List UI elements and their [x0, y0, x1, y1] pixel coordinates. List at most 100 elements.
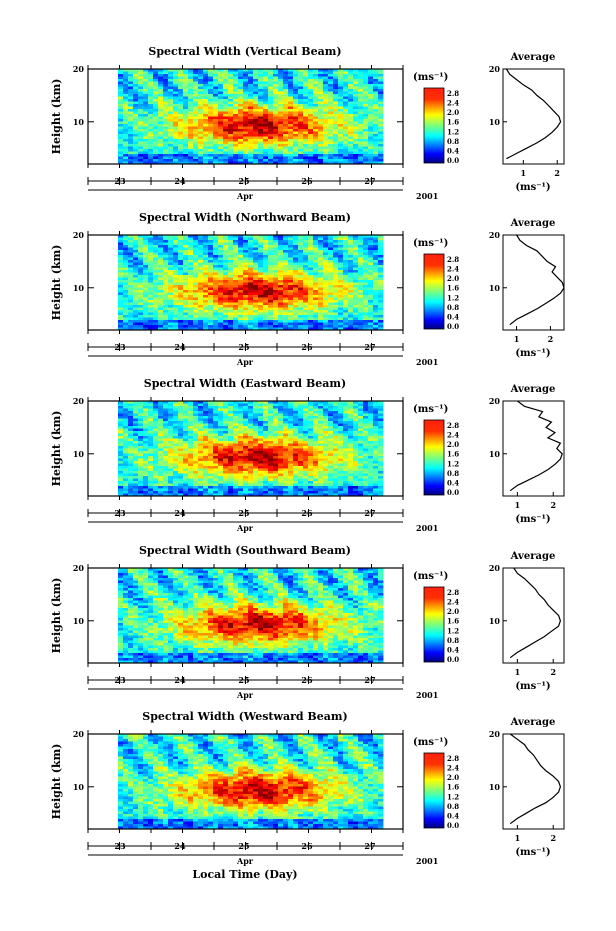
average-frame: [502, 400, 565, 497]
average-x-tick-label: 1: [521, 168, 527, 178]
average-x-tick-label: 1: [515, 667, 521, 677]
colorbar-tick-label: 2.8: [447, 588, 459, 597]
y-tick-label: 20: [73, 563, 85, 573]
y-tick-label: 10: [73, 117, 85, 127]
colorbar-tick-label: 1.2: [447, 626, 459, 635]
average-y-tick-label: 10: [489, 449, 501, 459]
average-x-label: (ms⁻¹): [515, 847, 550, 858]
year-label: 2001: [416, 357, 438, 367]
colorbar-tick-label: 1.2: [447, 293, 459, 302]
colorbar-tick-label: 2.0: [447, 108, 459, 117]
x-tick-label: 26: [301, 176, 313, 186]
x-tick-label: 26: [301, 841, 313, 851]
x-tick-label: 25: [238, 841, 249, 851]
colorbar: [423, 253, 445, 330]
x-tick-label: 25: [238, 675, 249, 685]
colorbar-unit: (ms⁻¹): [413, 571, 448, 582]
average-y-tick-label: 10: [489, 782, 501, 792]
average-title: Average: [510, 218, 556, 229]
year-label: 2001: [416, 856, 438, 866]
month-label: Apr: [236, 856, 254, 866]
colorbar-tick-label: 0.0: [447, 821, 459, 830]
y-axis-label: Height (km): [50, 744, 63, 820]
average-y-tick-label: 10: [489, 283, 501, 293]
x-tick-label: 23: [114, 176, 126, 186]
average-x-label: (ms⁻¹): [515, 182, 550, 193]
colorbar-tick-label: 1.6: [447, 118, 459, 127]
y-axis-label: Height (km): [50, 245, 63, 321]
colorbar-tick-label: 2.8: [447, 89, 459, 98]
x-tick-label: 24: [174, 675, 186, 685]
x-tick-label: 27: [364, 841, 375, 851]
y-tick-label: 10: [73, 782, 85, 792]
heatmap-field: [118, 235, 384, 331]
colorbar-tick-label: 1.2: [447, 459, 459, 468]
average-title: Average: [510, 551, 556, 562]
colorbar-tick-label: 0.8: [447, 636, 459, 645]
average-profile-line: [509, 733, 562, 825]
x-tick-label: 27: [364, 176, 375, 186]
average-y-tick-label: 10: [489, 616, 501, 626]
panel-title: Spectral Width (Southward Beam): [139, 544, 351, 557]
average-x-tick-label: 1: [514, 334, 520, 344]
colorbar-tick-label: 2.4: [447, 99, 459, 108]
average-x-label: (ms⁻¹): [515, 514, 550, 525]
panel-5: Spectral Width (Westward Beam) 20 10 Height…: [50, 710, 565, 866]
colorbar-tick-label: 0.8: [447, 303, 459, 312]
average-frame: [502, 234, 565, 331]
heatmap-field: [118, 568, 384, 664]
colorbar: [423, 586, 445, 663]
average-y-tick-label: 20: [489, 563, 501, 573]
average-y-tick-label: 10: [489, 117, 501, 127]
month-label: Apr: [236, 357, 254, 367]
average-y-tick-label: 20: [489, 729, 501, 739]
colorbar-tick-label: 2.0: [447, 773, 459, 782]
colorbar-tick-label: 0.8: [447, 137, 459, 146]
x-tick-label: 23: [114, 841, 126, 851]
average-frame: [502, 567, 565, 664]
x-tick-label: 23: [114, 675, 126, 685]
colorbar-unit: (ms⁻¹): [413, 737, 448, 748]
colorbar-tick-label: 0.0: [447, 488, 459, 497]
colorbar-tick-label: 1.6: [447, 783, 459, 792]
average-x-tick-label: 2: [554, 168, 560, 178]
figure-xlabel: Local Time (Day): [192, 868, 297, 881]
average-x-tick-label: 2: [550, 667, 556, 677]
x-tick-label: 25: [238, 508, 249, 518]
y-tick-label: 20: [73, 396, 85, 406]
average-title: Average: [510, 52, 556, 63]
colorbar-tick-label: 0.4: [447, 645, 459, 654]
average-x-tick-label: 1: [515, 833, 521, 843]
month-label: Apr: [236, 523, 254, 533]
colorbar-tick-label: 2.4: [447, 265, 459, 274]
y-tick-label: 10: [73, 449, 85, 459]
x-tick-label: 26: [301, 508, 313, 518]
average-profile-line: [509, 234, 565, 326]
panel-2: Spectral Width (Northward Beam) 20 10 Heigh…: [50, 211, 565, 367]
panel-title: Spectral Width (Westward Beam): [142, 710, 347, 723]
x-tick-label: 24: [174, 176, 186, 186]
year-label: 2001: [416, 523, 438, 533]
x-tick-label: 23: [114, 508, 126, 518]
colorbar-unit: (ms⁻¹): [413, 72, 448, 83]
x-tick-label: 26: [301, 675, 313, 685]
average-y-tick-label: 20: [489, 230, 501, 240]
year-label: 2001: [416, 191, 438, 201]
heatmap-field: [118, 69, 384, 165]
average-y-tick-label: 20: [489, 396, 501, 406]
x-tick-label: 27: [364, 508, 375, 518]
colorbar-tick-label: 2.0: [447, 607, 459, 616]
x-tick-label: 23: [114, 342, 126, 352]
colorbar-tick-label: 0.8: [447, 469, 459, 478]
average-x-label: (ms⁻¹): [515, 348, 550, 359]
colorbar-tick-label: 2.8: [447, 255, 459, 264]
x-tick-label: 24: [174, 508, 186, 518]
y-axis-label: Height (km): [50, 79, 63, 155]
y-tick-label: 20: [73, 230, 85, 240]
x-tick-label: 26: [301, 342, 313, 352]
month-label: Apr: [236, 191, 254, 201]
